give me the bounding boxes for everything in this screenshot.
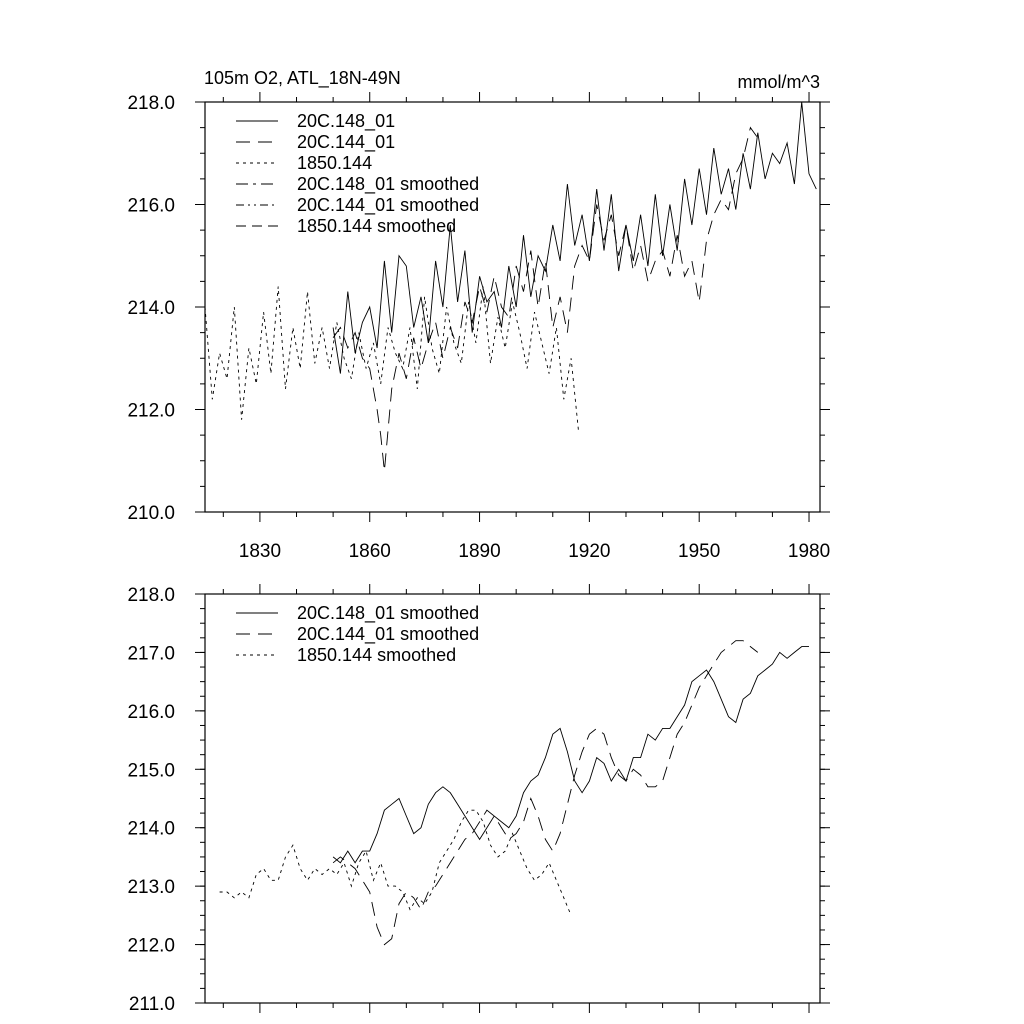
- legend-label: 20C.148_01 smoothed: [297, 603, 479, 624]
- legend-label: 20C.144_01 smoothed: [297, 195, 479, 216]
- y-tick-label: 211.0: [129, 994, 175, 1015]
- x-tick-label: 1980: [788, 541, 830, 562]
- legend-label: 1850.144 smoothed: [297, 645, 456, 665]
- y-tick-label: 216.0: [127, 702, 175, 723]
- series-line-1: [332, 646, 809, 864]
- x-tick-label: 1920: [568, 541, 610, 562]
- series-line-3: [219, 809, 572, 916]
- legend-label: 1850.144: [297, 153, 372, 173]
- x-tick-label: 1860: [349, 541, 391, 562]
- x-tick-label: 1950: [678, 541, 720, 562]
- series-line-3: [204, 286, 579, 431]
- y-tick-label: 213.0: [127, 877, 175, 898]
- top-panel: 210.0 212.0 214.0 216.0 218.0 1830 1860 1890 192…: [127, 92, 830, 562]
- y-tick-label: 218.0: [127, 93, 175, 114]
- y-tick-label: 214.0: [127, 819, 175, 840]
- y-tick-label: 214.0: [127, 298, 175, 319]
- legend-label: 1850.144 smoothed: [297, 216, 456, 236]
- series-line-1: [332, 101, 817, 374]
- series-line-2: [332, 640, 759, 946]
- y-tick-label: 216.0: [127, 196, 175, 217]
- panel-title: 105m O2, ATL_18N-49N: [204, 68, 401, 89]
- y-tick-label: 215.0: [127, 760, 175, 781]
- y-tick-label: 218.0: [127, 585, 175, 606]
- y-tick-label: 212.0: [127, 936, 175, 957]
- legend-label: 20C.148_01: [297, 111, 395, 132]
- legend-label: 20C.148_01 smoothed: [297, 174, 479, 195]
- legend-label: 20C.144_01 smoothed: [297, 624, 479, 645]
- y-tick-label: 212.0: [127, 401, 175, 422]
- y-tick-label: 217.0: [127, 643, 175, 664]
- bottom-panel: 211.0 212.0 213.0 214.0 215.0 216.0 217.0 218.0…: [127, 584, 830, 1015]
- legend-label: 20C.144_01: [297, 132, 395, 153]
- series-line-2: [332, 126, 759, 472]
- units-label: mmol/m^3: [738, 72, 820, 92]
- y-tick-label: 210.0: [127, 503, 175, 524]
- x-tick-label: 1890: [458, 541, 500, 562]
- x-tick-label: 1830: [239, 541, 281, 562]
